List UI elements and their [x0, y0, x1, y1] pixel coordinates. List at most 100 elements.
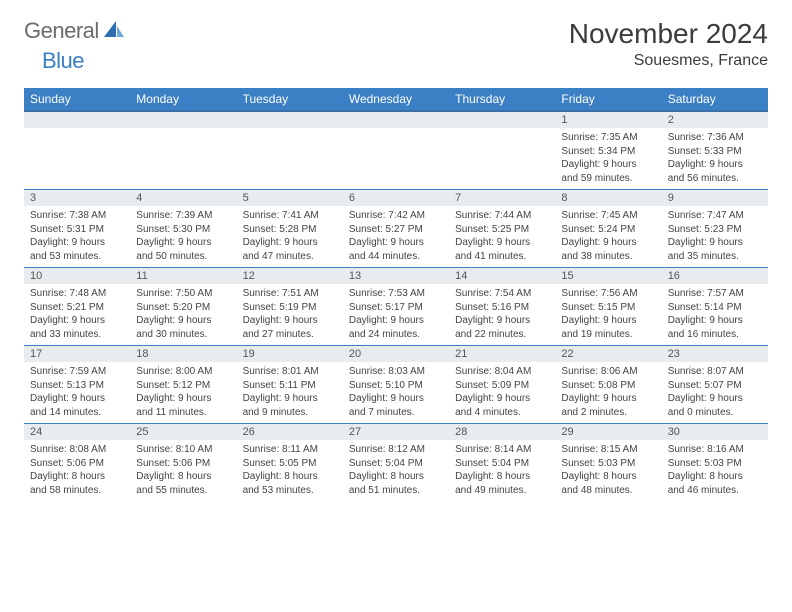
sunrise-text: Sunrise: 7:36 AM	[668, 131, 762, 145]
daylight-text: Daylight: 8 hours and 55 minutes.	[136, 470, 230, 497]
day-cell: Sunrise: 8:07 AMSunset: 5:07 PMDaylight:…	[662, 362, 768, 424]
daynum-row: .....12	[24, 111, 768, 128]
day-number: 27	[343, 424, 449, 440]
daylight-text: Daylight: 9 hours and 2 minutes.	[561, 392, 655, 419]
day-number-cell: 6	[343, 190, 449, 207]
day-number: 30	[662, 424, 768, 440]
day-number: 24	[24, 424, 130, 440]
sunrise-text: Sunrise: 8:15 AM	[561, 443, 655, 457]
calendar-body-row: Sunrise: 7:59 AMSunset: 5:13 PMDaylight:…	[24, 362, 768, 424]
day-number-cell: 5	[237, 190, 343, 207]
day-details: Sunrise: 7:44 AMSunset: 5:25 PMDaylight:…	[449, 206, 555, 267]
day-number: 9	[662, 190, 768, 206]
day-number-cell: 7	[449, 190, 555, 207]
sunrise-text: Sunrise: 8:07 AM	[668, 365, 762, 379]
daylight-text: Daylight: 9 hours and 22 minutes.	[455, 314, 549, 341]
day-number-cell: 30	[662, 424, 768, 441]
day-cell: Sunrise: 8:11 AMSunset: 5:05 PMDaylight:…	[237, 440, 343, 501]
day-cell	[24, 128, 130, 190]
day-number: 13	[343, 268, 449, 284]
day-details: Sunrise: 8:15 AMSunset: 5:03 PMDaylight:…	[555, 440, 661, 501]
day-details: Sunrise: 8:06 AMSunset: 5:08 PMDaylight:…	[555, 362, 661, 423]
logo-text-blue: Blue	[42, 48, 84, 73]
day-number-cell: 11	[130, 268, 236, 285]
day-number-cell: .	[130, 111, 236, 128]
logo-text-general: General	[24, 18, 99, 44]
weekday-header: Monday	[130, 88, 236, 111]
sunrise-text: Sunrise: 7:56 AM	[561, 287, 655, 301]
day-details: Sunrise: 7:51 AMSunset: 5:19 PMDaylight:…	[237, 284, 343, 345]
weekday-header: Sunday	[24, 88, 130, 111]
sunset-text: Sunset: 5:33 PM	[668, 145, 762, 159]
day-number: 29	[555, 424, 661, 440]
day-number-cell: 22	[555, 346, 661, 363]
daylight-text: Daylight: 9 hours and 35 minutes.	[668, 236, 762, 263]
day-number-cell: 23	[662, 346, 768, 363]
day-cell: Sunrise: 7:51 AMSunset: 5:19 PMDaylight:…	[237, 284, 343, 346]
sunrise-text: Sunrise: 7:50 AM	[136, 287, 230, 301]
day-details: Sunrise: 7:36 AMSunset: 5:33 PMDaylight:…	[662, 128, 768, 189]
day-cell: Sunrise: 8:10 AMSunset: 5:06 PMDaylight:…	[130, 440, 236, 501]
day-details: Sunrise: 8:04 AMSunset: 5:09 PMDaylight:…	[449, 362, 555, 423]
day-details: Sunrise: 7:54 AMSunset: 5:16 PMDaylight:…	[449, 284, 555, 345]
day-details: Sunrise: 7:48 AMSunset: 5:21 PMDaylight:…	[24, 284, 130, 345]
day-details	[343, 128, 449, 135]
sunset-text: Sunset: 5:11 PM	[243, 379, 337, 393]
daylight-text: Daylight: 9 hours and 27 minutes.	[243, 314, 337, 341]
calendar-table: SundayMondayTuesdayWednesdayThursdayFrid…	[24, 88, 768, 501]
sunrise-text: Sunrise: 8:16 AM	[668, 443, 762, 457]
sunset-text: Sunset: 5:27 PM	[349, 223, 443, 237]
day-cell: Sunrise: 7:57 AMSunset: 5:14 PMDaylight:…	[662, 284, 768, 346]
day-number: 26	[237, 424, 343, 440]
daylight-text: Daylight: 8 hours and 48 minutes.	[561, 470, 655, 497]
day-number: 6	[343, 190, 449, 206]
day-cell: Sunrise: 7:47 AMSunset: 5:23 PMDaylight:…	[662, 206, 768, 268]
sunrise-text: Sunrise: 8:01 AM	[243, 365, 337, 379]
day-number: 7	[449, 190, 555, 206]
daylight-text: Daylight: 9 hours and 59 minutes.	[561, 158, 655, 185]
day-number: 15	[555, 268, 661, 284]
daylight-text: Daylight: 9 hours and 44 minutes.	[349, 236, 443, 263]
sunrise-text: Sunrise: 7:39 AM	[136, 209, 230, 223]
day-details: Sunrise: 7:50 AMSunset: 5:20 PMDaylight:…	[130, 284, 236, 345]
day-number: 14	[449, 268, 555, 284]
day-cell	[449, 128, 555, 190]
day-number-cell: 17	[24, 346, 130, 363]
daylight-text: Daylight: 9 hours and 30 minutes.	[136, 314, 230, 341]
weekday-header: Thursday	[449, 88, 555, 111]
day-number-cell: 25	[130, 424, 236, 441]
day-details: Sunrise: 7:53 AMSunset: 5:17 PMDaylight:…	[343, 284, 449, 345]
day-details	[237, 128, 343, 135]
weekday-header: Saturday	[662, 88, 768, 111]
daynum-row: 3456789	[24, 190, 768, 207]
sunset-text: Sunset: 5:13 PM	[30, 379, 124, 393]
sunrise-text: Sunrise: 7:57 AM	[668, 287, 762, 301]
day-number-cell: 4	[130, 190, 236, 207]
day-details: Sunrise: 7:56 AMSunset: 5:15 PMDaylight:…	[555, 284, 661, 345]
day-number-cell: 24	[24, 424, 130, 441]
day-cell	[130, 128, 236, 190]
day-number-cell: 15	[555, 268, 661, 285]
day-number-cell: .	[237, 111, 343, 128]
sunrise-text: Sunrise: 7:48 AM	[30, 287, 124, 301]
sunrise-text: Sunrise: 7:42 AM	[349, 209, 443, 223]
sunset-text: Sunset: 5:28 PM	[243, 223, 337, 237]
daylight-text: Daylight: 9 hours and 19 minutes.	[561, 314, 655, 341]
day-details: Sunrise: 7:39 AMSunset: 5:30 PMDaylight:…	[130, 206, 236, 267]
day-number-cell: 21	[449, 346, 555, 363]
daylight-text: Daylight: 9 hours and 47 minutes.	[243, 236, 337, 263]
day-number-cell: 29	[555, 424, 661, 441]
day-details: Sunrise: 7:35 AMSunset: 5:34 PMDaylight:…	[555, 128, 661, 189]
sunset-text: Sunset: 5:16 PM	[455, 301, 549, 315]
sunset-text: Sunset: 5:17 PM	[349, 301, 443, 315]
day-cell: Sunrise: 8:06 AMSunset: 5:08 PMDaylight:…	[555, 362, 661, 424]
day-cell	[237, 128, 343, 190]
day-number: 17	[24, 346, 130, 362]
day-cell: Sunrise: 7:45 AMSunset: 5:24 PMDaylight:…	[555, 206, 661, 268]
day-number-cell: 16	[662, 268, 768, 285]
day-cell: Sunrise: 7:44 AMSunset: 5:25 PMDaylight:…	[449, 206, 555, 268]
day-details: Sunrise: 8:12 AMSunset: 5:04 PMDaylight:…	[343, 440, 449, 501]
day-number: 18	[130, 346, 236, 362]
day-cell: Sunrise: 8:14 AMSunset: 5:04 PMDaylight:…	[449, 440, 555, 501]
day-number: 10	[24, 268, 130, 284]
